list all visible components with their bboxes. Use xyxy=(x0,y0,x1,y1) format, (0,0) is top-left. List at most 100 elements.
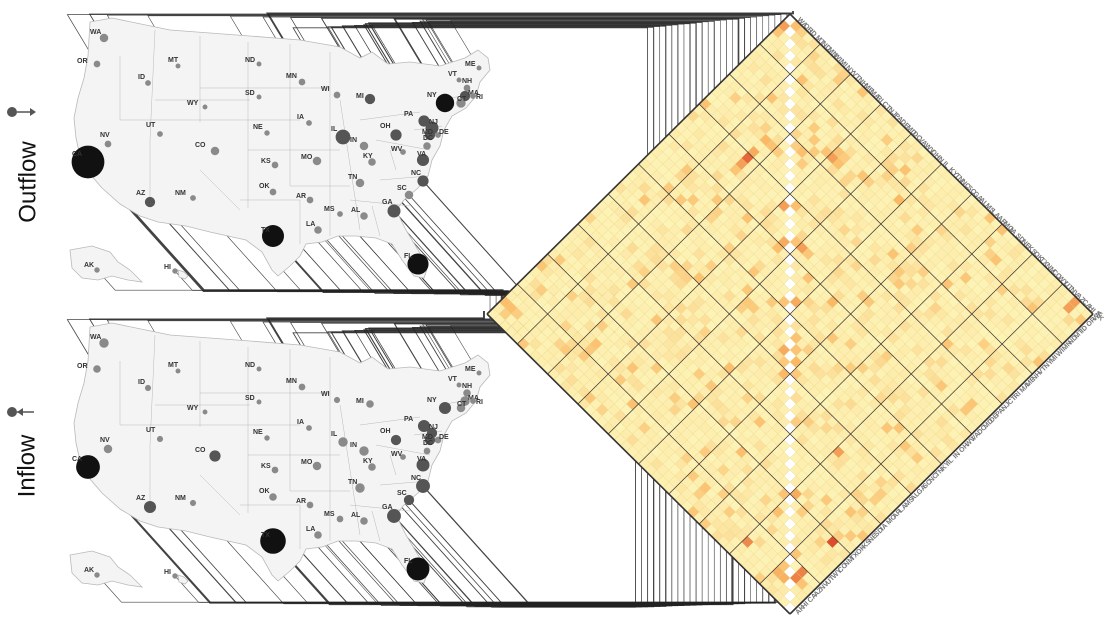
state-label: CT xyxy=(457,96,467,103)
flow-connector xyxy=(317,509,685,606)
state-border xyxy=(389,149,397,171)
state-node xyxy=(175,63,181,69)
matrix-label-lower: SC xyxy=(922,479,934,491)
state-label: SC xyxy=(397,185,407,192)
matrix-label-upper: RI xyxy=(874,94,884,104)
state-border xyxy=(359,416,421,426)
state-label: ND xyxy=(245,57,255,64)
state-label: IN xyxy=(350,442,357,449)
state-border xyxy=(339,404,361,536)
state-border xyxy=(375,139,431,151)
state-node xyxy=(93,365,101,373)
state-label: LA xyxy=(306,221,315,228)
state-node xyxy=(333,396,341,404)
state-label: FL xyxy=(404,558,413,565)
state-border xyxy=(199,474,241,516)
flow-connector xyxy=(427,21,709,97)
flow-connector xyxy=(272,540,734,606)
state-node xyxy=(359,446,369,456)
state-label: WV xyxy=(391,146,403,153)
inflow-label: Inflow xyxy=(13,434,41,498)
state-node xyxy=(423,447,431,455)
state-label: AK xyxy=(84,262,94,269)
state-node xyxy=(387,204,401,218)
state-label: MI xyxy=(356,93,364,100)
flow-connector xyxy=(87,466,776,604)
state-node xyxy=(416,153,430,167)
state-label: OK xyxy=(259,183,270,190)
state-label: NC xyxy=(411,170,421,177)
state-node xyxy=(94,267,100,273)
flow-connector xyxy=(86,161,504,299)
state-label: IA xyxy=(297,114,304,121)
state-node xyxy=(400,149,406,155)
us-outline xyxy=(73,322,491,584)
state-node xyxy=(463,389,471,397)
state-border xyxy=(149,29,156,141)
state-node xyxy=(298,383,306,391)
state-node xyxy=(76,455,100,479)
state-label: WY xyxy=(187,100,199,107)
matrix-gridline xyxy=(547,253,851,555)
matrix-gridline xyxy=(517,283,821,585)
state-label: CA xyxy=(72,456,82,463)
state-label: DC xyxy=(423,135,433,142)
state-node xyxy=(71,145,105,179)
state-node xyxy=(416,479,430,493)
state-label: CO xyxy=(195,142,206,149)
state-node xyxy=(364,93,376,105)
matrix-label-lower: IL xyxy=(946,457,956,467)
state-label: ID xyxy=(138,379,145,386)
state-node xyxy=(360,212,368,220)
state-label: NC xyxy=(411,475,421,482)
matrix-label-upper: VA xyxy=(917,136,928,147)
flow-connector xyxy=(419,20,715,97)
state-node xyxy=(456,403,466,413)
state-node xyxy=(306,120,312,126)
matrix-label-upper: PA xyxy=(893,112,904,123)
matrix-gridline xyxy=(759,283,1063,585)
state-node xyxy=(333,91,341,99)
state-label: NH xyxy=(462,383,472,390)
state-node xyxy=(306,501,314,509)
matrix-label-upper: TN xyxy=(953,172,965,184)
state-node xyxy=(404,190,414,200)
state-label: KS xyxy=(261,463,271,470)
state-label: AL xyxy=(351,512,361,519)
hawaii-outline xyxy=(177,269,189,280)
state-node xyxy=(476,370,482,376)
state-node xyxy=(424,129,436,141)
state-border xyxy=(349,504,411,512)
state-label: PA xyxy=(404,416,413,423)
state-node xyxy=(434,436,442,444)
state-label: PA xyxy=(404,111,413,118)
state-label: CO xyxy=(195,447,206,454)
state-label: WI xyxy=(321,86,330,93)
matrix-label-upper: SC xyxy=(965,184,977,196)
state-label: NE xyxy=(253,429,263,436)
matrix-label-upper: VT xyxy=(850,70,862,82)
state-label: MT xyxy=(168,57,179,64)
state-label: OH xyxy=(380,428,391,435)
alaska-outline xyxy=(69,245,144,283)
state-node xyxy=(417,175,429,187)
state-node xyxy=(470,93,476,99)
state-label: MT xyxy=(168,362,179,369)
state-node xyxy=(338,437,348,447)
state-label: TN xyxy=(348,479,357,486)
state-node xyxy=(470,398,476,404)
state-label: MN xyxy=(286,73,297,80)
state-label: DE xyxy=(439,434,449,441)
state-label: ND xyxy=(245,362,255,369)
state-node xyxy=(298,78,306,86)
matrix-label-upper: LA xyxy=(990,208,1002,220)
us-map-0 xyxy=(69,17,491,283)
state-node xyxy=(438,401,452,415)
state-node xyxy=(337,211,343,217)
state-label: VT xyxy=(448,71,458,78)
state-node xyxy=(390,434,402,446)
state-node xyxy=(269,188,277,196)
state-label: TX xyxy=(261,532,270,539)
matrix-label-upper: IN xyxy=(935,154,945,164)
flow-direction-icons xyxy=(7,107,36,417)
